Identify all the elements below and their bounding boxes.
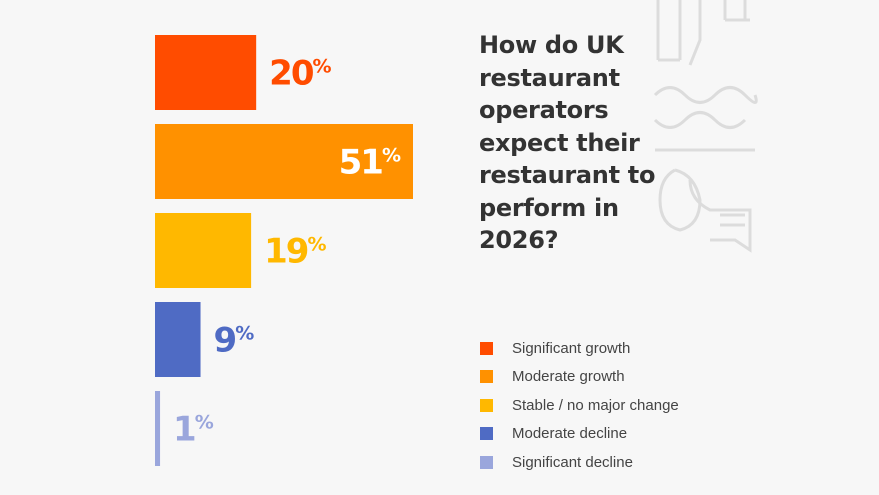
- legend-item: Moderate decline: [480, 420, 679, 449]
- legend-item: Significant decline: [480, 448, 679, 477]
- legend-swatch: [480, 427, 493, 441]
- data-label: 19%: [264, 232, 326, 272]
- chart-title: How do UK restaurant operators expect th…: [479, 31, 656, 254]
- data-label: 20%: [269, 54, 331, 94]
- data-label: 51%: [339, 143, 401, 183]
- legend-label: Stable / no major change: [512, 396, 679, 414]
- legend-item: Significant growth: [480, 334, 679, 363]
- legend-label: Moderate decline: [512, 425, 628, 443]
- legend-item: Stable / no major change: [480, 391, 679, 420]
- legend-label: Significant growth: [512, 339, 631, 357]
- bar: [155, 35, 257, 110]
- legend-swatch: [480, 370, 493, 384]
- legend-swatch: [480, 455, 493, 469]
- legend-label: Significant decline: [512, 453, 633, 471]
- data-label: 9%: [214, 321, 255, 361]
- bar: [155, 302, 201, 377]
- legend-item: Moderate growth: [480, 363, 679, 392]
- legend-label: Moderate growth: [512, 368, 625, 386]
- restaurant-line-art-icon: [653, 0, 758, 253]
- bar: [155, 124, 413, 199]
- legend: Significant growth Moderate growth Stable …: [480, 334, 679, 477]
- data-label: 1%: [173, 410, 214, 450]
- bar: [155, 391, 161, 466]
- legend-swatch: [480, 398, 493, 412]
- bar: [155, 213, 252, 288]
- legend-swatch: [480, 341, 493, 355]
